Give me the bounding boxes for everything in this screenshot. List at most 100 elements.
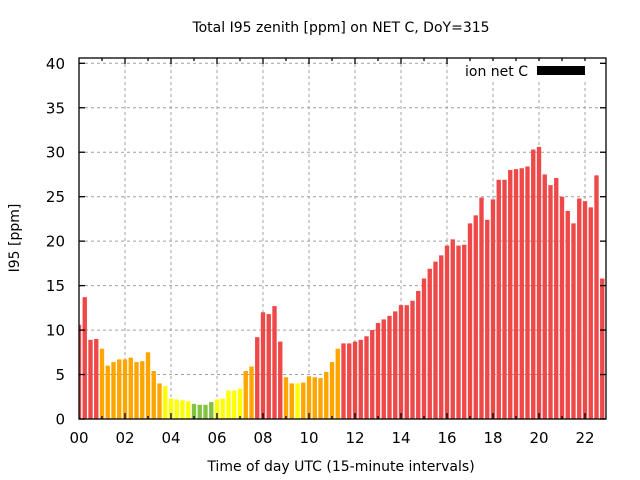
- y-tick-label: 0: [55, 411, 65, 429]
- bars: [79, 146, 605, 419]
- bar: [513, 169, 519, 419]
- x-tick-label: 10: [299, 429, 318, 447]
- bar: [427, 268, 432, 419]
- x-tick-label: 06: [207, 429, 226, 447]
- bar: [375, 322, 381, 419]
- bar: [295, 383, 300, 419]
- bar: [312, 377, 317, 419]
- bar: [416, 290, 421, 419]
- x-tick-labels: 00 02 04 06 08 10 12 14 16 18 20 22: [69, 429, 594, 447]
- bar: [249, 366, 254, 419]
- bar: [243, 370, 248, 419]
- bar: [79, 324, 82, 419]
- bar: [542, 174, 547, 419]
- bar: [450, 239, 455, 419]
- x-tick-label: 04: [161, 429, 180, 447]
- bar: [485, 219, 490, 419]
- bar: [577, 198, 582, 419]
- bar: [444, 245, 450, 419]
- bar: [358, 339, 363, 419]
- bar: [99, 348, 105, 419]
- bar: [306, 376, 312, 419]
- bar: [283, 377, 289, 419]
- bar: [260, 312, 266, 419]
- bar: [502, 179, 507, 419]
- y-tick-label: 35: [46, 99, 65, 117]
- bar: [318, 378, 323, 419]
- bar: [508, 170, 513, 419]
- y-tick-label: 15: [46, 277, 65, 295]
- bar: [128, 357, 133, 419]
- bar: [582, 201, 588, 419]
- bar: [111, 362, 116, 419]
- bar: [220, 398, 225, 419]
- bar: [232, 390, 237, 419]
- bar: [180, 400, 185, 419]
- bar: [421, 278, 427, 419]
- x-tick-label: 18: [483, 429, 502, 447]
- bar: [301, 382, 306, 419]
- bar: [105, 365, 110, 419]
- bar: [255, 337, 260, 419]
- bar: [381, 319, 386, 419]
- bar: [467, 223, 473, 419]
- bar: [266, 314, 271, 419]
- bar: [197, 404, 202, 419]
- bar: [82, 297, 87, 419]
- x-tick-label: 14: [391, 429, 410, 447]
- bar: [272, 306, 277, 419]
- bar: [594, 175, 599, 419]
- bar: [88, 339, 93, 419]
- legend: ion net C: [448, 61, 598, 80]
- bar: [548, 185, 553, 419]
- bar: [174, 399, 179, 419]
- bar: [237, 388, 243, 419]
- bar: [157, 383, 162, 419]
- bar: [341, 343, 346, 419]
- bar: [496, 179, 501, 419]
- bar: [347, 343, 352, 419]
- y-tick-label: 25: [46, 188, 65, 206]
- bar: [479, 197, 484, 419]
- bar: [370, 330, 375, 419]
- bar: [387, 315, 392, 419]
- bar: [122, 359, 128, 419]
- x-tick-label: 20: [529, 429, 548, 447]
- bar: [531, 149, 536, 419]
- bar: [324, 371, 329, 419]
- bar: [490, 199, 496, 419]
- bar: [571, 223, 576, 419]
- y-tick-label: 5: [55, 366, 65, 384]
- bar: [525, 166, 530, 419]
- bar: [456, 245, 461, 419]
- bar: [151, 370, 156, 419]
- bar: [117, 359, 122, 419]
- bar: [335, 348, 340, 419]
- bar: [145, 352, 151, 419]
- ticks: [79, 58, 606, 420]
- bar: [559, 196, 565, 419]
- bar: [404, 305, 409, 419]
- y-axis-label: I95 [ppm]: [7, 204, 23, 273]
- y-tick-label: 20: [46, 233, 65, 251]
- y-tick-labels: 0 5 10 15 20 25 30 35 40: [46, 55, 65, 429]
- x-tick-label: 22: [575, 429, 594, 447]
- chart-title: Total I95 zenith [ppm] on NET C, DoY=315: [191, 20, 489, 36]
- x-tick-label: 00: [69, 429, 88, 447]
- x-tick-label: 12: [345, 429, 364, 447]
- y-tick-label: 40: [46, 55, 65, 73]
- bar: [226, 390, 231, 419]
- bar: [214, 399, 220, 419]
- bar: [278, 341, 283, 419]
- bar: [410, 300, 415, 419]
- bar: [393, 311, 398, 419]
- bar: [439, 255, 444, 419]
- y-tick-label: 10: [46, 322, 65, 340]
- bar: [289, 383, 294, 419]
- bar: [462, 244, 467, 419]
- bar: [588, 207, 593, 419]
- bar: [536, 146, 542, 419]
- plot-frame: [78, 57, 607, 420]
- legend-swatch: [537, 66, 585, 75]
